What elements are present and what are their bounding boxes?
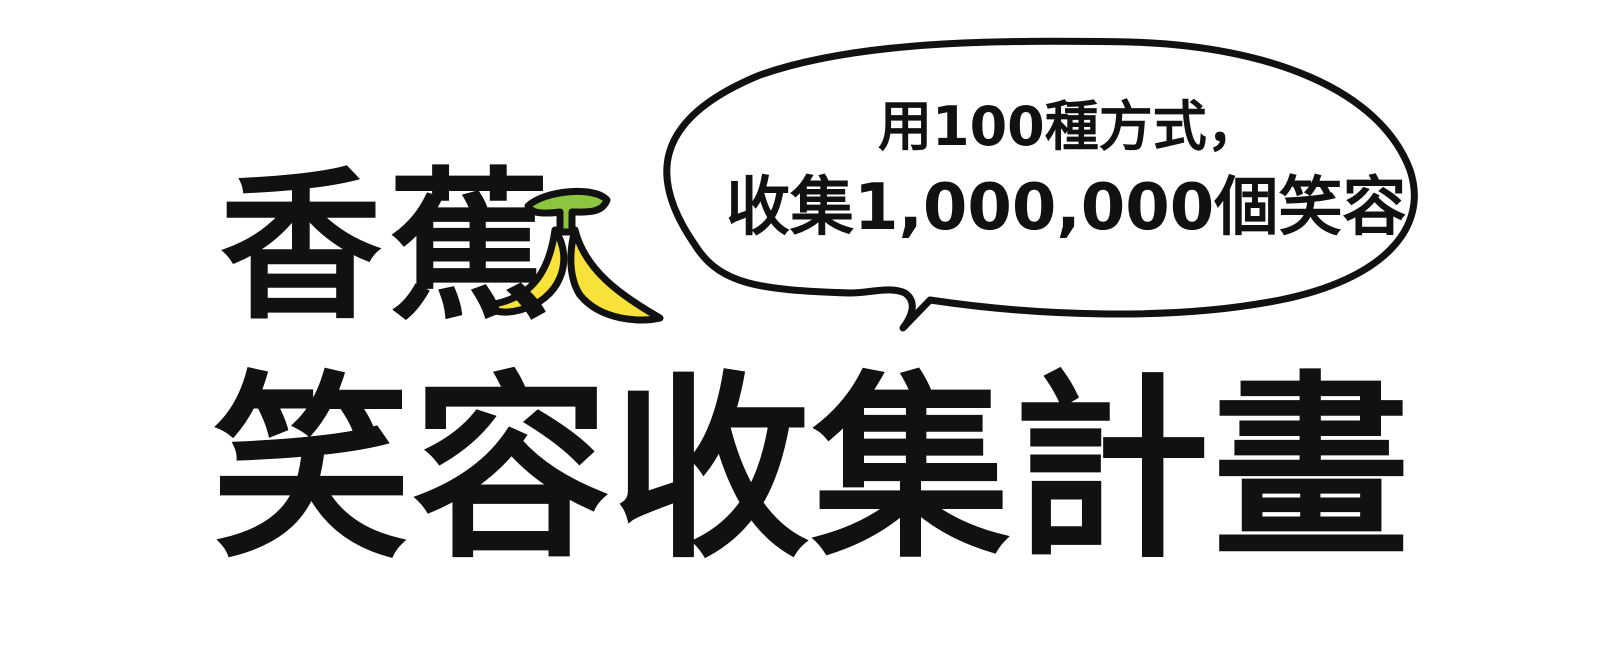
- title-top: 香蕉: [220, 154, 556, 342]
- bubble-text-line1: 用100種方式，: [878, 95, 1261, 158]
- bubble-text-line2: 收集1,000,000個笑容: [726, 171, 1407, 245]
- page-title: 笑容收集計畫: [212, 354, 1412, 585]
